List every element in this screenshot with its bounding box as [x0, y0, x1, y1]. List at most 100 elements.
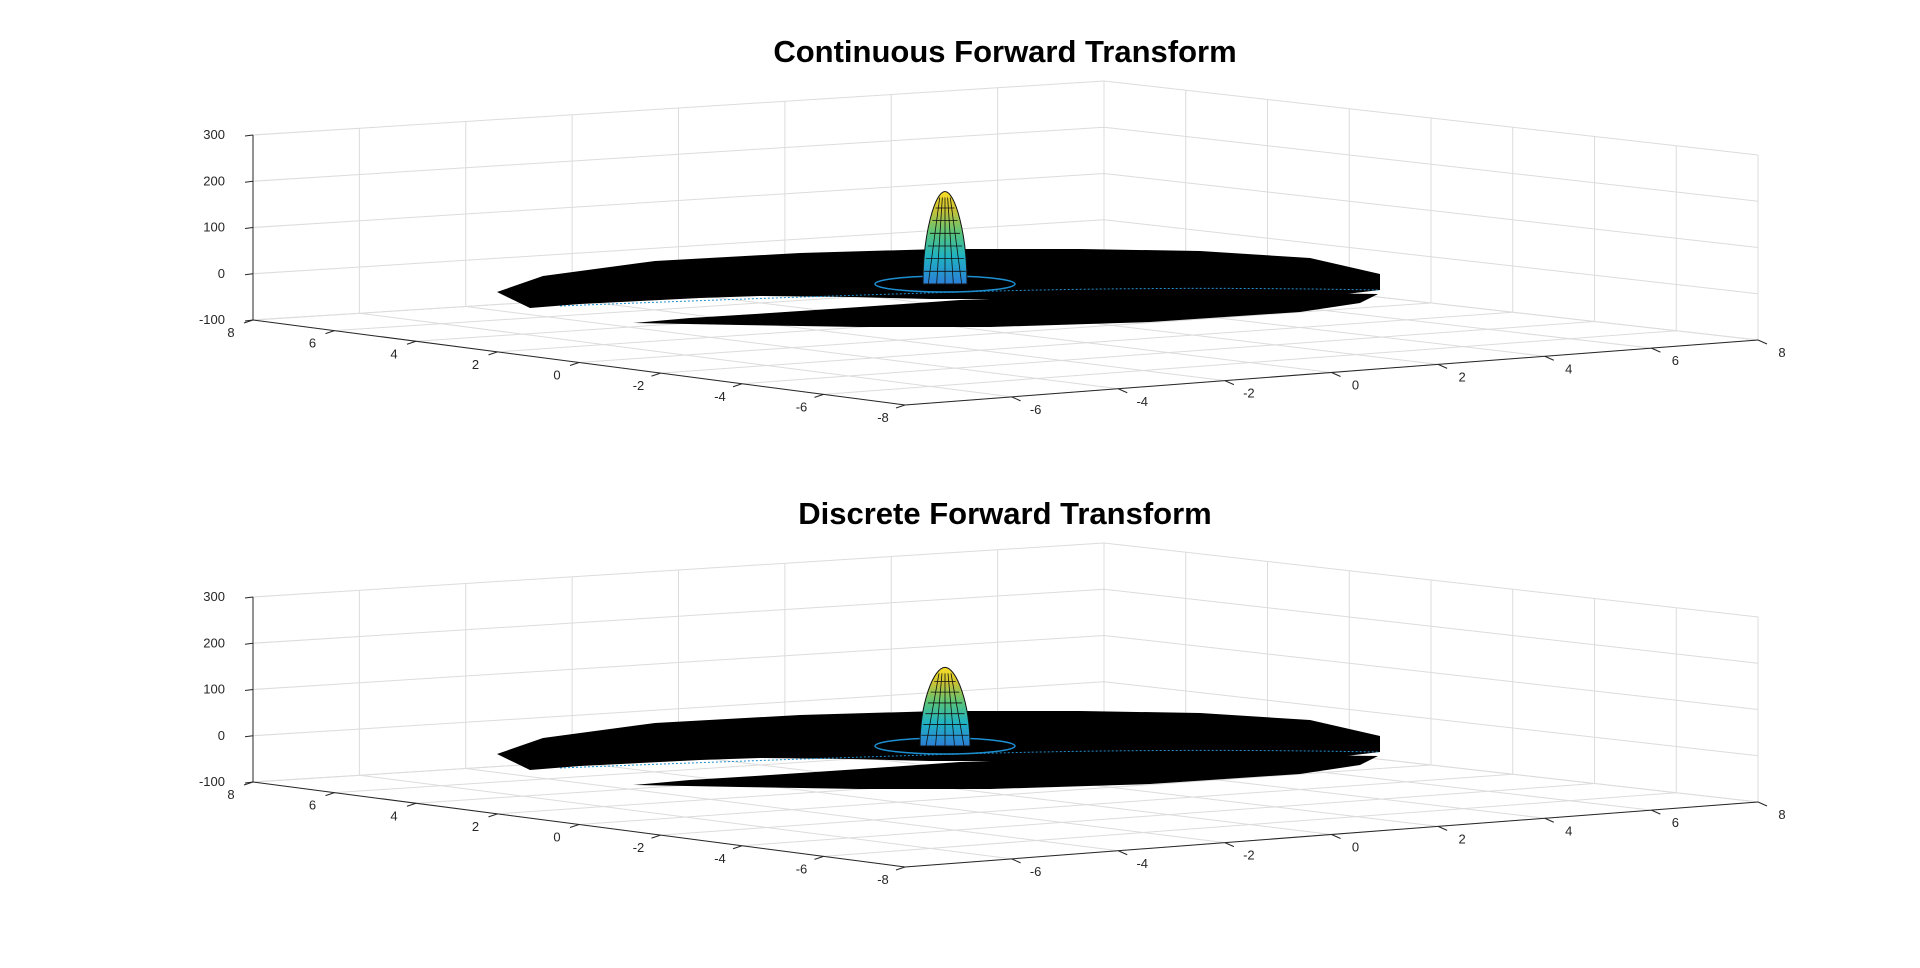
z-gridline	[252, 542, 1759, 618]
surface-mesh-line	[949, 197, 963, 285]
y-tick-label: -8	[877, 872, 889, 887]
x-tick	[1757, 801, 1768, 807]
x-tick	[1011, 396, 1021, 402]
z-tick	[244, 273, 254, 276]
x-tick	[1011, 858, 1021, 864]
x-tick-label: 2	[1459, 369, 1466, 384]
floor-gridline	[784, 747, 1439, 827]
grid-lines	[252, 80, 1759, 406]
y-tick-label: 2	[472, 819, 479, 834]
axes	[243, 596, 1768, 871]
z-gridline	[252, 126, 1759, 202]
y-tick-label: 0	[553, 368, 560, 383]
y-tick-label: -6	[796, 861, 808, 876]
y-tick-label: 2	[472, 357, 479, 372]
floor-gridline	[359, 774, 1012, 860]
y-tick	[243, 781, 254, 786]
y-tick	[895, 404, 906, 409]
y-tick	[651, 834, 661, 839]
y-tick	[325, 330, 335, 335]
z-gridline	[252, 172, 1759, 248]
y-tick	[569, 362, 580, 366]
y-tick	[569, 824, 580, 828]
y-tick	[488, 813, 498, 818]
y-tick-label: -2	[633, 378, 645, 393]
z-tick-label: 200	[203, 635, 225, 650]
x-tick	[1544, 817, 1554, 823]
x-tick-label: -4	[1136, 394, 1148, 409]
y-tick-label: 6	[309, 336, 316, 351]
z-tick-label: 0	[218, 728, 225, 743]
floor-gridline	[784, 285, 1439, 365]
z-tick	[244, 689, 254, 691]
x-tick	[1544, 355, 1554, 361]
floor-gridline	[678, 754, 1332, 835]
floor-gridline	[678, 292, 1332, 373]
x-tick	[1118, 388, 1128, 394]
y-tick-label: -6	[796, 399, 808, 414]
y-tick	[732, 383, 743, 388]
x-tick	[1331, 834, 1341, 839]
z-tick	[244, 134, 254, 137]
x-tick-label: 6	[1672, 353, 1679, 368]
z-tick-label: 200	[203, 173, 225, 188]
z-tick-label: 100	[203, 220, 225, 235]
y-tick	[732, 845, 743, 850]
surface-mesh-line	[947, 197, 954, 285]
y-tick	[243, 319, 254, 324]
x-tick-label: 2	[1459, 831, 1466, 846]
x-tick	[1331, 372, 1341, 377]
x-tick	[1224, 842, 1235, 848]
x-tick-label: -6	[1030, 402, 1042, 417]
x-tick-label: -6	[1030, 864, 1042, 879]
y-tick-label: 8	[227, 787, 234, 802]
surface-mesh-line	[936, 197, 943, 285]
x-tick-label: 4	[1565, 361, 1572, 376]
z-tick-label: 300	[203, 127, 225, 142]
z-tick	[244, 227, 254, 229]
x-tick-label: 6	[1672, 815, 1679, 830]
x-tick-label: 8	[1778, 807, 1785, 822]
x-tick-label: 0	[1352, 378, 1359, 393]
y-tick-label: 8	[227, 325, 234, 340]
y-tick	[651, 372, 661, 377]
x-tick-label: -2	[1243, 848, 1255, 863]
y-tick-label: 4	[390, 346, 397, 361]
surface-plate-lower	[633, 755, 1378, 789]
x-tick	[1651, 809, 1661, 815]
y-tick-label: -8	[877, 410, 889, 425]
y-tick	[406, 340, 417, 345]
surface-mesh-line	[950, 673, 965, 747]
x-tick	[1757, 339, 1768, 345]
y-tick-label: -4	[714, 851, 726, 866]
y-tick	[488, 351, 498, 356]
z-tick	[244, 180, 254, 183]
x-tick	[1224, 380, 1235, 386]
z-tick-label: -100	[199, 312, 225, 327]
y-tick	[814, 393, 824, 398]
z-tick-label: -100	[199, 774, 225, 789]
z-tick-label: 0	[218, 266, 225, 281]
z-tick-label: 300	[203, 589, 225, 604]
z-tick	[244, 735, 254, 738]
y-tick-label: -4	[714, 389, 726, 404]
subplot-discrete: Discrete Forward Transform 3002001000-10…	[199, 496, 1786, 887]
surface-mesh-line	[927, 197, 941, 285]
surface-mesh-line	[925, 673, 940, 747]
subplot-continuous: Continuous Forward Transform 3002001000-…	[199, 34, 1786, 425]
y-tick-label: -2	[633, 840, 645, 855]
floor-gridline	[465, 768, 1119, 852]
y-tick-label: 4	[390, 808, 397, 823]
surface-plate-lower	[633, 293, 1378, 327]
floor-gridline	[359, 312, 1012, 398]
floor-gridline	[465, 306, 1119, 390]
z-tick	[244, 642, 254, 645]
y-tick-label: 0	[553, 830, 560, 845]
x-tick	[1118, 850, 1128, 856]
floor-gridline	[572, 761, 1225, 844]
y-tick	[325, 792, 335, 797]
